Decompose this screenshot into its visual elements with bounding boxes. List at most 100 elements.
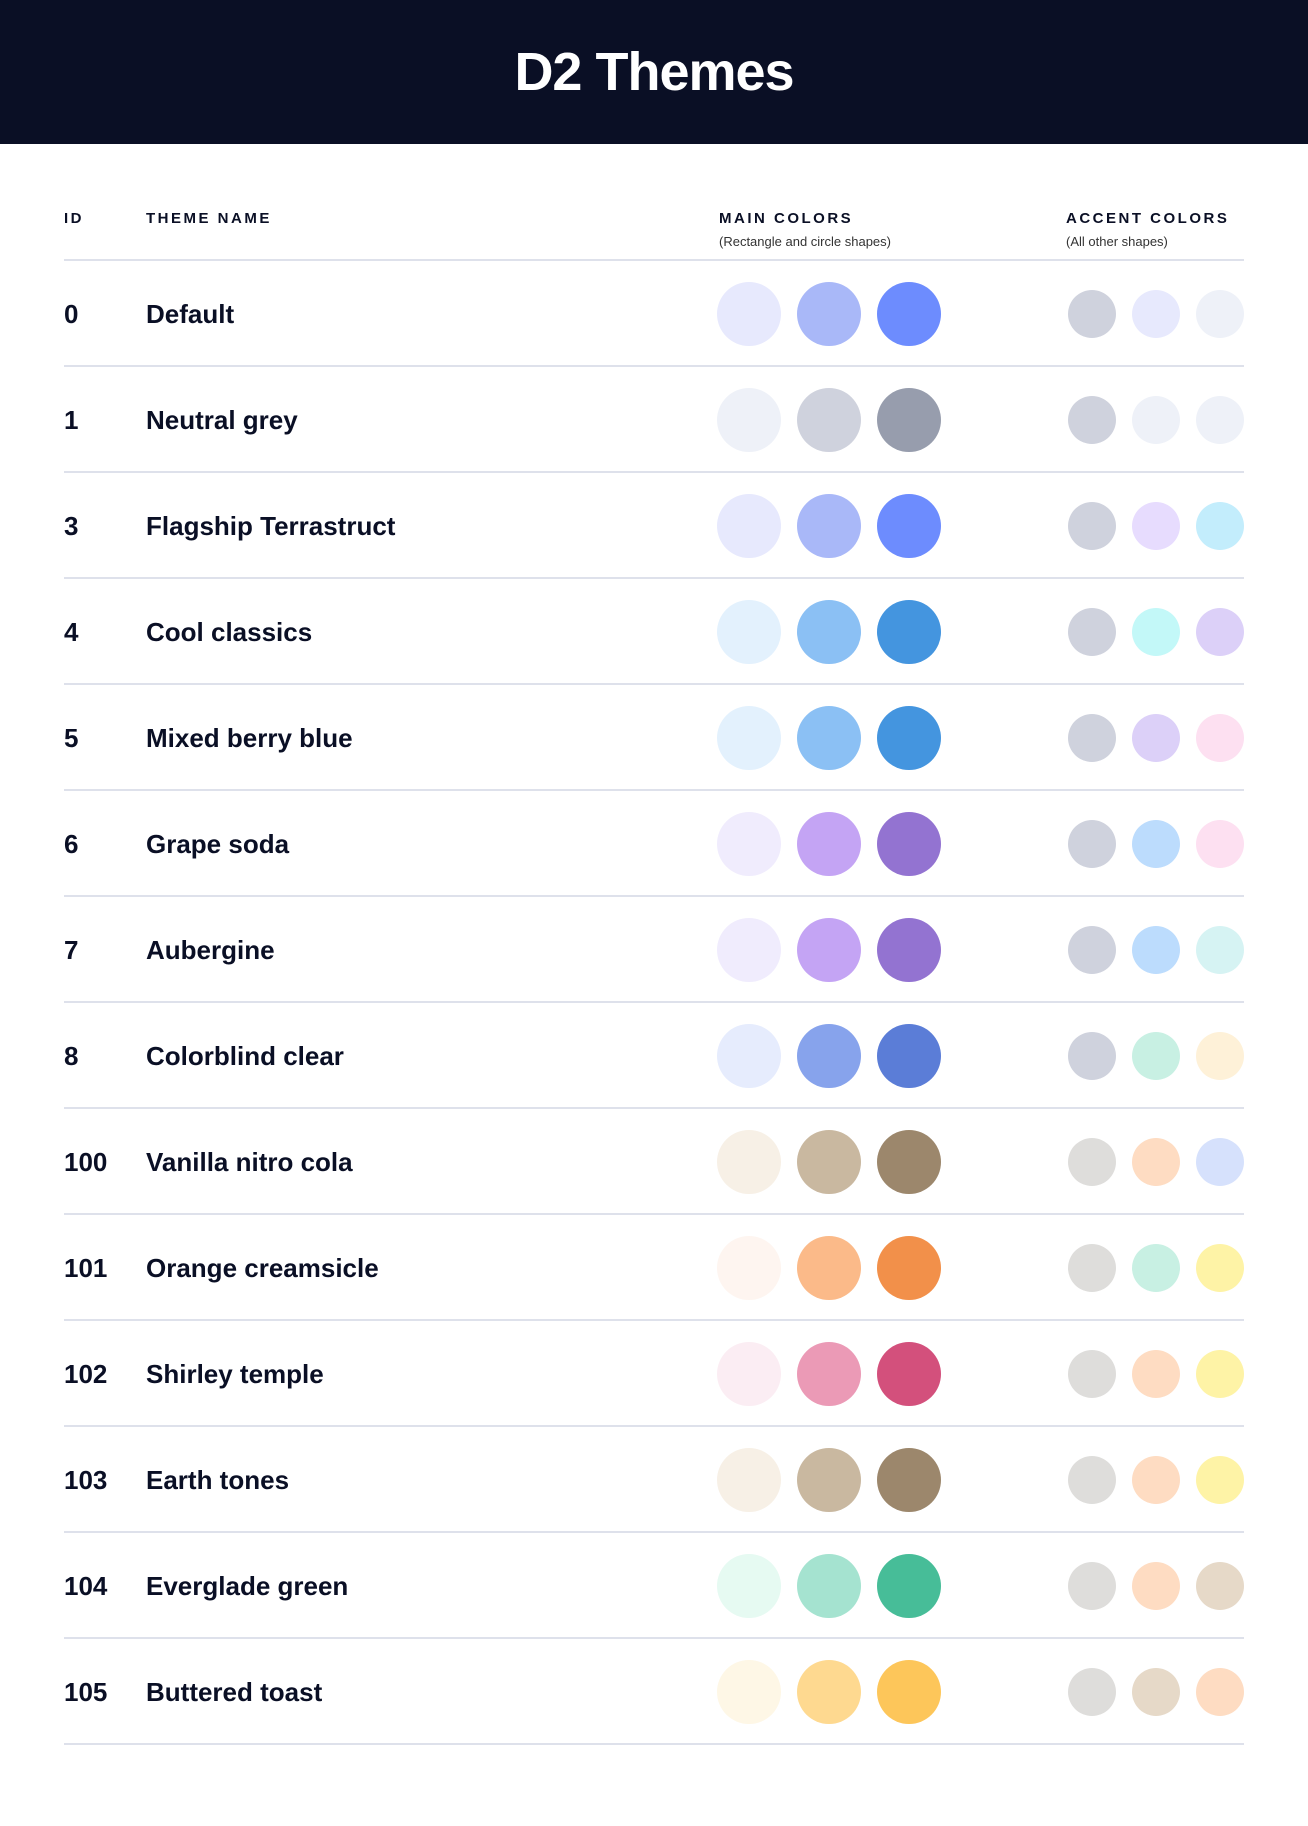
table-row: 101 Orange creamsicle [64,1215,1244,1321]
theme-name: Buttered toast [146,1677,323,1707]
main-color-swatch [717,1236,781,1300]
accent-color-swatch [1132,1032,1180,1080]
main-color-swatch [797,494,861,558]
theme-name: Grape soda [146,829,290,859]
theme-id: 1 [64,405,79,435]
accent-color-swatch [1132,502,1180,550]
main-color-swatch [797,600,861,664]
table-row: 105 Buttered toast [64,1639,1244,1745]
main-color-swatch [797,1660,861,1724]
table-row: 0 Default [64,261,1244,367]
accent-color-swatch [1132,1350,1180,1398]
themes-table: ID THEME NAME MAIN COLORS (Rectangle and… [64,208,1244,1745]
table-body: 0 Default 1 Neutral grey 3 Flagship Terrastru… [64,261,1244,1745]
table-header: ID THEME NAME MAIN COLORS (Rectangle and… [64,208,1244,261]
theme-id: 3 [64,511,79,541]
accent-color-swatch [1132,1138,1180,1186]
accent-color-swatch [1068,290,1116,338]
main-color-swatch [877,388,941,452]
main-color-swatch [877,918,941,982]
header-accent-colors: ACCENT COLORS [1066,210,1230,227]
theme-id: 5 [64,723,79,753]
accent-color-swatch [1132,1244,1180,1292]
accent-color-swatch [1132,714,1180,762]
main-color-swatch [717,1342,781,1406]
table-row: 104 Everglade green [64,1533,1244,1639]
accent-color-swatch [1068,1032,1116,1080]
accent-color-swatch [1132,396,1180,444]
main-color-swatch [797,282,861,346]
theme-name: Colorblind clear [146,1041,344,1071]
theme-id: 105 [64,1677,108,1707]
header-main-colors: MAIN COLORS [719,210,854,227]
main-color-swatch [797,1448,861,1512]
accent-color-swatch [1196,820,1244,868]
accent-color-swatch [1196,1668,1244,1716]
table-row: 4 Cool classics [64,579,1244,685]
main-color-swatch [717,1448,781,1512]
accent-color-swatch [1068,714,1116,762]
main-color-swatch [717,600,781,664]
main-color-swatch [877,1130,941,1194]
accent-color-swatch [1068,1562,1116,1610]
theme-id: 6 [64,829,79,859]
main-color-swatch [877,1342,941,1406]
accent-color-swatch [1068,1350,1116,1398]
accent-color-swatch [1068,1244,1116,1292]
table-row: 103 Earth tones [64,1427,1244,1533]
accent-color-swatch [1132,1456,1180,1504]
accent-color-swatch [1196,1244,1244,1292]
theme-id: 0 [64,299,79,329]
accent-color-swatch [1068,820,1116,868]
theme-id: 102 [64,1359,108,1389]
header-theme-name: THEME NAME [146,210,272,227]
theme-name: Flagship Terrastruct [146,511,396,541]
theme-id: 103 [64,1465,108,1495]
theme-id: 100 [64,1147,108,1177]
table-row: 102 Shirley temple [64,1321,1244,1427]
main-color-swatch [797,812,861,876]
main-color-swatch [717,1024,781,1088]
accent-color-swatch [1068,396,1116,444]
main-color-swatch [877,1024,941,1088]
accent-color-swatch [1132,608,1180,656]
main-color-swatch [717,1660,781,1724]
accent-color-swatch [1068,926,1116,974]
main-color-swatch [797,1554,861,1618]
accent-color-swatch [1196,1350,1244,1398]
main-color-swatch [877,494,941,558]
accent-color-swatch [1196,1562,1244,1610]
main-color-swatch [717,706,781,770]
accent-color-swatch [1196,502,1244,550]
theme-name: Neutral grey [146,405,298,435]
theme-id: 4 [64,617,79,647]
main-color-swatch [797,1024,861,1088]
accent-color-swatch [1132,1668,1180,1716]
main-color-swatch [877,600,941,664]
table-row: 6 Grape soda [64,791,1244,897]
theme-id: 7 [64,935,79,965]
accent-color-swatch [1196,396,1244,444]
accent-color-swatch [1196,608,1244,656]
header-id: ID [64,210,84,227]
main-color-swatch [797,706,861,770]
accent-color-swatch [1132,290,1180,338]
theme-name: Shirley temple [146,1359,324,1389]
theme-id: 104 [64,1571,108,1601]
theme-name: Cool classics [146,617,313,647]
main-color-swatch [717,388,781,452]
main-color-swatch [717,918,781,982]
main-color-swatch [717,1554,781,1618]
header-accent-subtitle: (All other shapes) [1066,234,1168,249]
main-color-swatch [877,706,941,770]
accent-color-swatch [1196,714,1244,762]
table-row: 8 Colorblind clear [64,1003,1244,1109]
table-row: 7 Aubergine [64,897,1244,1003]
accent-color-swatch [1068,1456,1116,1504]
accent-color-swatch [1196,1138,1244,1186]
accent-color-swatch [1196,290,1244,338]
table-row: 100 Vanilla nitro cola [64,1109,1244,1215]
theme-name: Orange creamsicle [146,1253,379,1283]
accent-color-swatch [1068,608,1116,656]
main-color-swatch [797,1130,861,1194]
